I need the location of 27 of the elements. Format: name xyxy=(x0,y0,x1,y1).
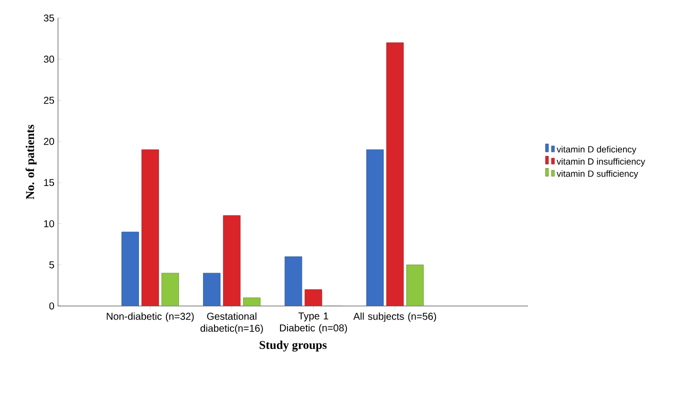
bar xyxy=(304,289,322,306)
legend-label: vitamin D deficiency xyxy=(556,146,636,154)
bar xyxy=(366,149,384,306)
bar xyxy=(406,264,424,306)
y-tick-label: 25 xyxy=(44,96,54,104)
y-tick-label: 35 xyxy=(44,14,54,22)
x-tick-label: All subjects (n=56) xyxy=(353,312,436,322)
y-tick-label: 10 xyxy=(44,220,54,228)
y-tick-label: 15 xyxy=(44,179,54,186)
bar xyxy=(122,232,139,306)
y-tick-label: 0 xyxy=(49,302,54,310)
y-tick-label: 20 xyxy=(44,138,54,145)
x-axis-title: Study groups xyxy=(260,340,327,352)
legend-label: vitamin D sufficiency xyxy=(556,170,638,179)
y-axis-title: No. of patients xyxy=(26,124,37,200)
bar xyxy=(203,272,221,306)
x-tick-label: Non-diabetic (n=32) xyxy=(106,312,194,322)
bar xyxy=(142,149,159,306)
y-tick-label: 30 xyxy=(44,56,54,63)
bar xyxy=(223,215,241,306)
bar xyxy=(284,256,302,306)
legend-label: vitamin D insufficiency xyxy=(556,158,646,166)
bar xyxy=(162,272,179,306)
bar xyxy=(386,42,404,306)
x-tick-label: Gestational diabetic(n=16) xyxy=(200,312,263,334)
x-tick-label: Type 1 Diabetic (n=08) xyxy=(280,312,347,334)
y-tick-label: 5 xyxy=(49,261,54,268)
